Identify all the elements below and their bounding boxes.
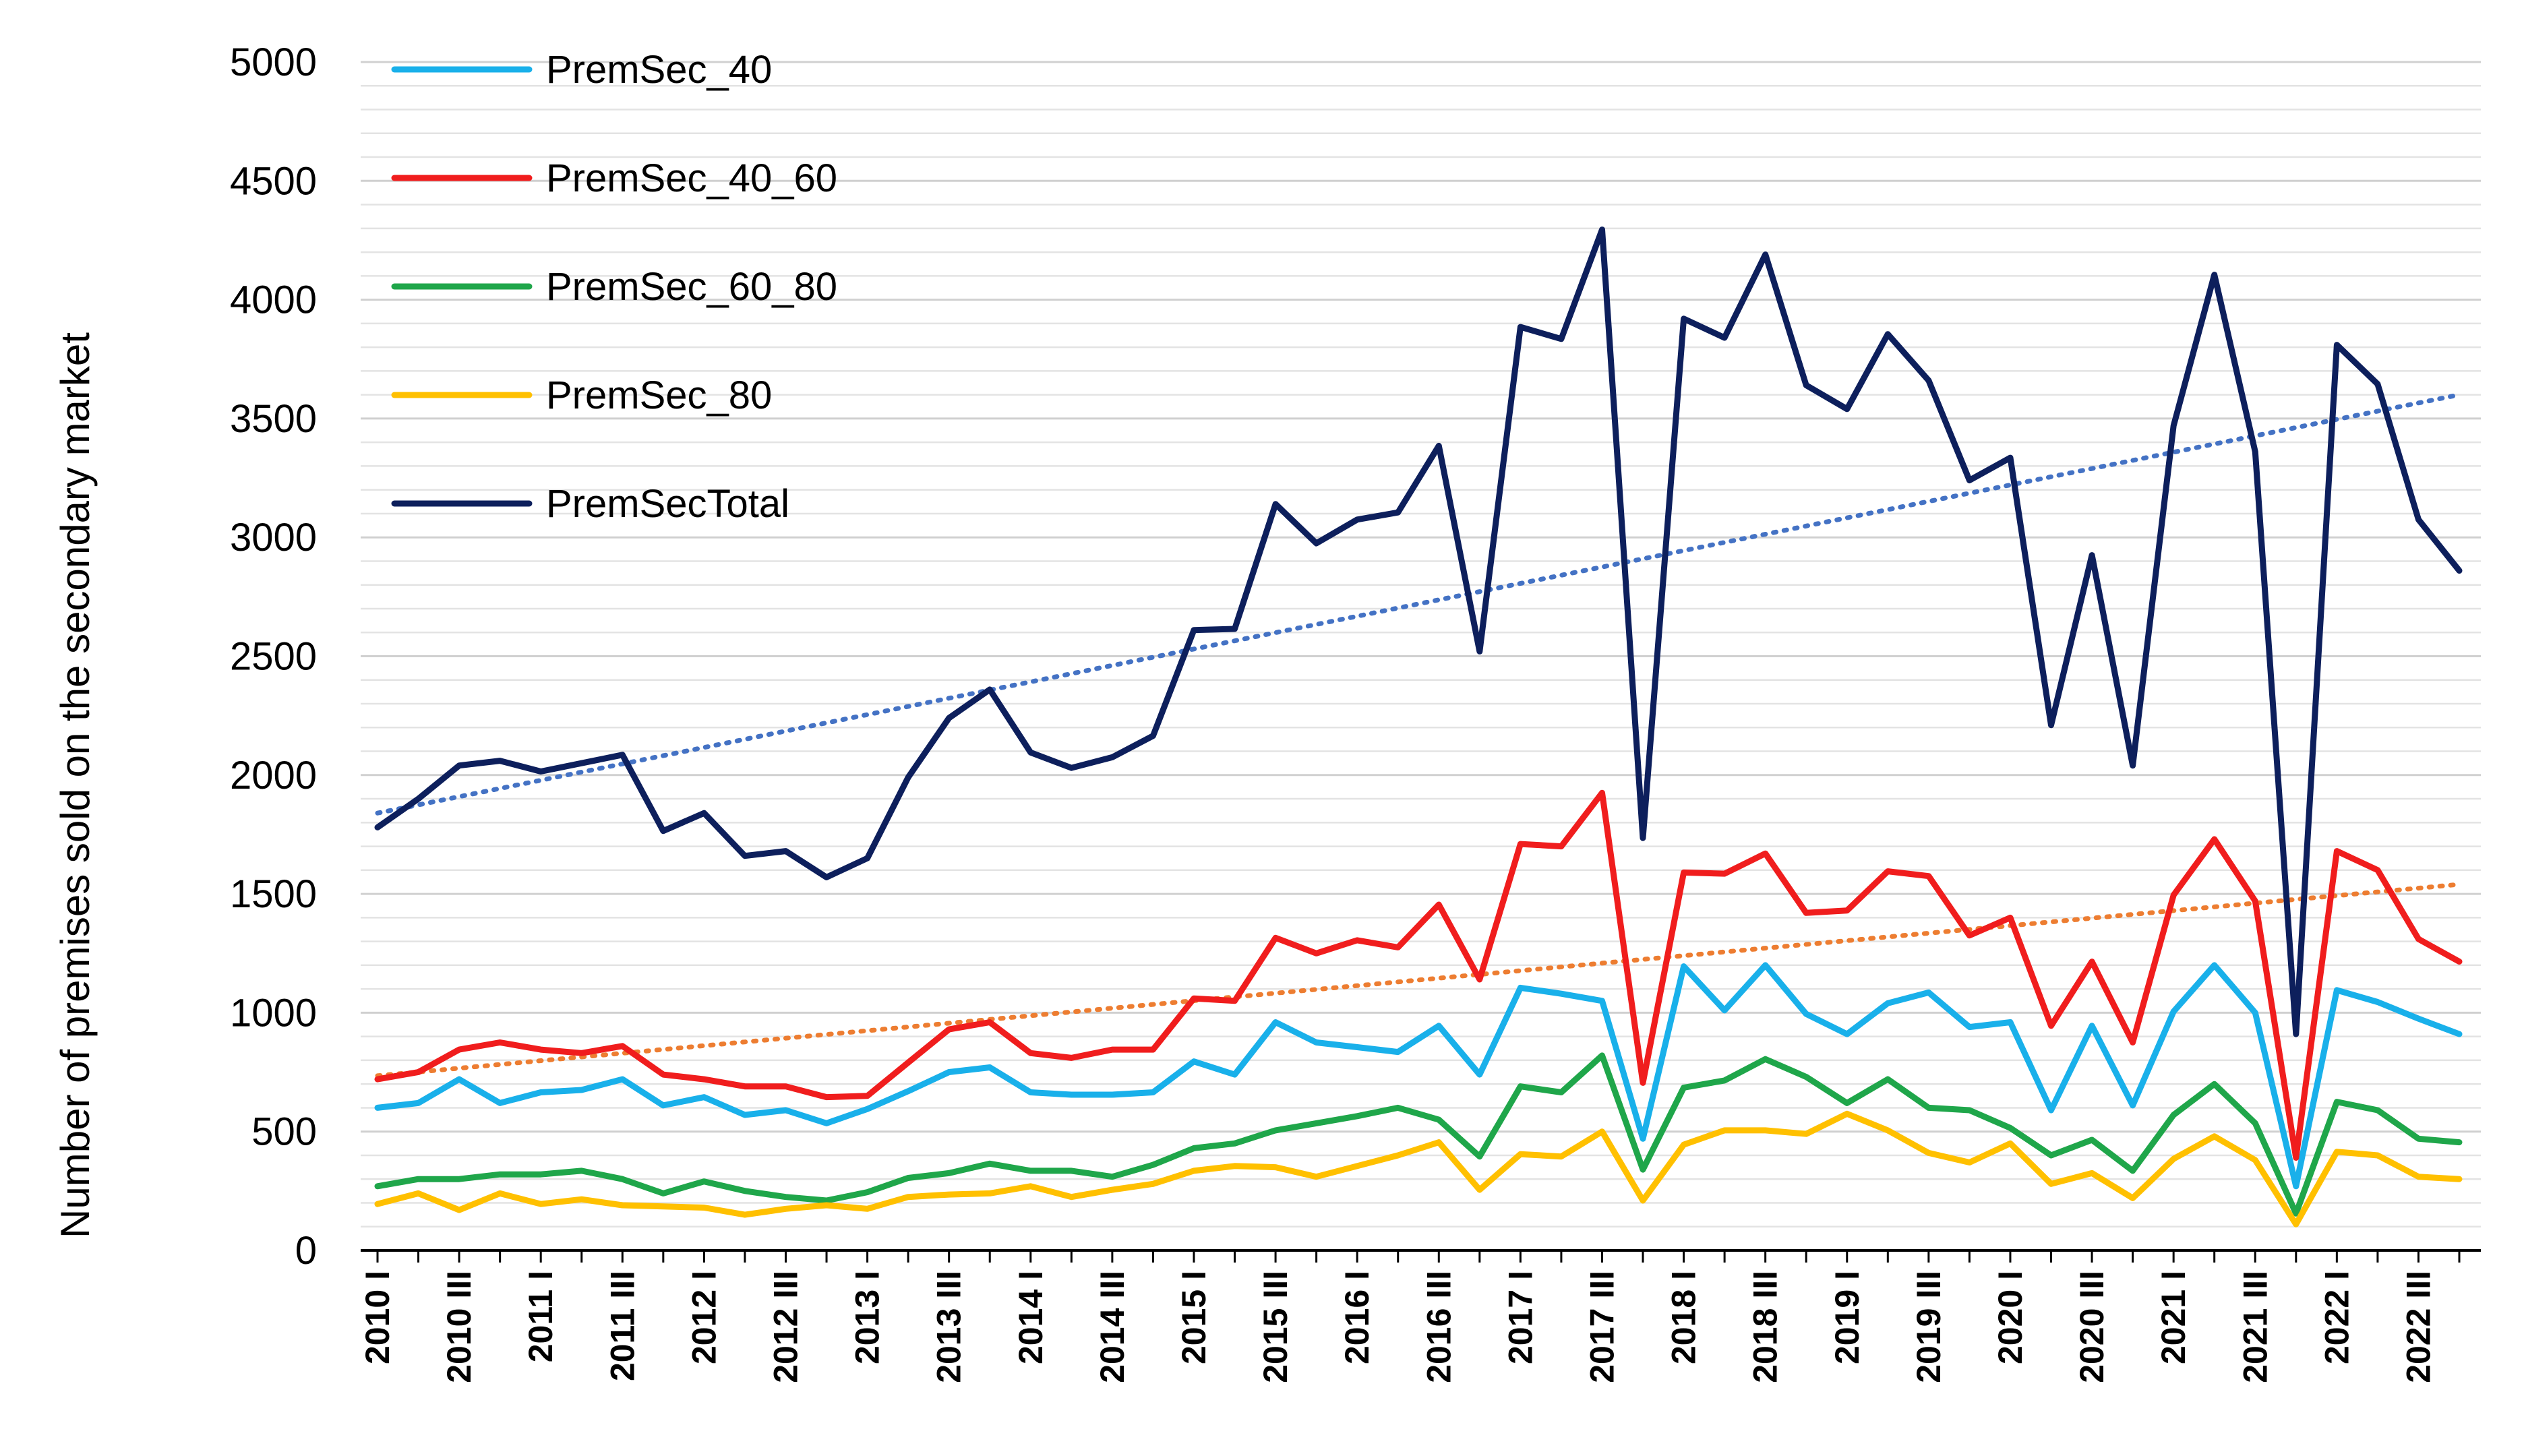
y-tick-label: 0	[295, 1229, 317, 1273]
x-tick-label: 2013 III	[930, 1271, 968, 1383]
y-tick-label: 500	[251, 1110, 317, 1154]
legend-label: PremSec_60_80	[546, 265, 837, 309]
x-tick-label: 2010 I	[359, 1271, 396, 1364]
y-tick-label: 4000	[230, 278, 317, 322]
x-tick-label: 2010 III	[440, 1271, 478, 1383]
x-tick-label: 2021 III	[2236, 1271, 2274, 1383]
x-tick-label: 2014 I	[1012, 1271, 1050, 1364]
y-tick-label: 2000	[230, 754, 317, 797]
x-tick-label: 2014 III	[1093, 1271, 1131, 1383]
y-tick-label: 2500	[230, 635, 317, 679]
legend: PremSec_40 PremSec_40_60 PremSec_60_80 Prem…	[391, 48, 837, 526]
y-tick-label: 1500	[230, 872, 317, 916]
legend-label: PremSec_40	[546, 48, 772, 92]
x-tick-label: 2013 I	[849, 1271, 887, 1364]
y-tick-label: 5000	[230, 40, 317, 84]
x-tick-label: 2011 I	[522, 1271, 560, 1362]
trendlines	[375, 392, 2462, 1079]
series-line-premsec-40	[374, 962, 2463, 1190]
series-line-premsec-80	[374, 1110, 2463, 1227]
trendline	[375, 882, 2462, 1079]
x-tick-label: 2022 I	[2318, 1271, 2355, 1364]
x-tick-label: 2019 III	[1910, 1271, 1948, 1383]
x-tick-label: 2016 III	[1420, 1271, 1458, 1383]
y-axis-label: Number of premises sold on the secondary…	[53, 332, 98, 1238]
x-tick-label: 2020 III	[2073, 1271, 2111, 1383]
y-tick-label: 3000	[230, 516, 317, 559]
y-tick-labels: 0 500 1000 1500 2000 2500 3000 3500 4000 4500 5000	[230, 40, 317, 1273]
series-lines	[374, 226, 2463, 1227]
y-tick-label: 4500	[230, 159, 317, 203]
series-line-premsectotal	[374, 226, 2463, 1037]
x-tick-label: 2016 I	[1338, 1271, 1376, 1364]
x-tick-label: 2015 III	[1257, 1271, 1294, 1383]
x-tick-label: 2019 I	[1828, 1271, 1866, 1364]
x-tick-label: 2022 III	[2399, 1271, 2437, 1383]
legend-label: PremSec_40_60	[546, 156, 837, 200]
trendline	[375, 392, 2462, 816]
legend-label: PremSec_80	[546, 373, 772, 417]
x-tick-label: 2012 I	[685, 1271, 723, 1364]
legend-label: PremSecTotal	[546, 482, 789, 526]
y-tick-label: 3500	[230, 397, 317, 441]
y-tick-label: 1000	[230, 991, 317, 1035]
x-tick-label: 2020 I	[1991, 1271, 2029, 1364]
series-line-premsec-60-80	[374, 1052, 2463, 1217]
x-tick-label: 2012 III	[767, 1271, 804, 1383]
axes	[361, 1249, 2481, 1263]
gridlines	[361, 61, 2481, 1227]
x-tick-label: 2017 I	[1501, 1271, 1539, 1364]
x-tick-label: 2011 III	[603, 1271, 641, 1381]
series-line-premsec-40-60	[374, 789, 2463, 1161]
x-tick-label: 2021 I	[2155, 1271, 2192, 1364]
x-tick-labels: 2010 I 2010 III 2011 I 2011 III 2012 I 2012 I…	[359, 1271, 2437, 1383]
x-tick-label: 2018 III	[1747, 1271, 1784, 1383]
x-tick-label: 2018 I	[1665, 1271, 1703, 1364]
x-tick-label: 2015 I	[1175, 1271, 1213, 1364]
x-tick-label: 2017 III	[1583, 1271, 1621, 1383]
